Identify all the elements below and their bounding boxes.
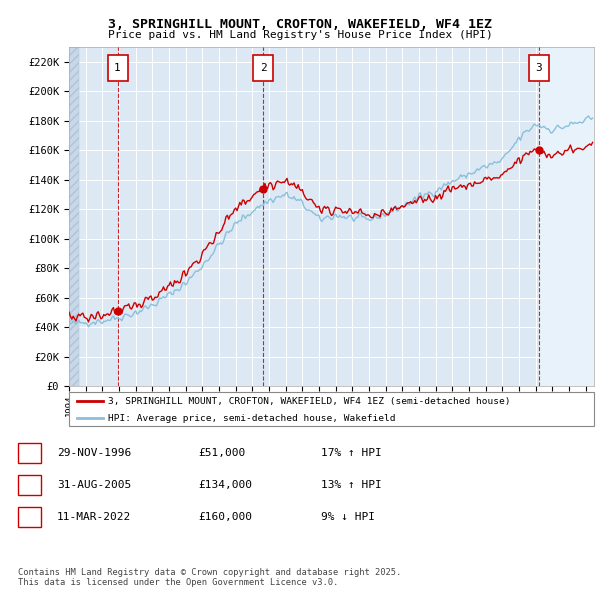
Text: 3: 3 xyxy=(535,63,542,73)
Text: Price paid vs. HM Land Registry's House Price Index (HPI): Price paid vs. HM Land Registry's House … xyxy=(107,30,493,40)
Text: 13% ↑ HPI: 13% ↑ HPI xyxy=(321,480,382,490)
Text: £51,000: £51,000 xyxy=(198,448,245,458)
Text: 29-NOV-1996: 29-NOV-1996 xyxy=(57,448,131,458)
Text: 11-MAR-2022: 11-MAR-2022 xyxy=(57,512,131,522)
Text: £160,000: £160,000 xyxy=(198,512,252,522)
Text: 3, SPRINGHILL MOUNT, CROFTON, WAKEFIELD, WF4 1EZ: 3, SPRINGHILL MOUNT, CROFTON, WAKEFIELD,… xyxy=(108,18,492,31)
Bar xyxy=(529,55,549,81)
Text: HPI: Average price, semi-detached house, Wakefield: HPI: Average price, semi-detached house,… xyxy=(109,414,396,423)
Text: 1: 1 xyxy=(114,63,121,73)
Text: 31-AUG-2005: 31-AUG-2005 xyxy=(57,480,131,490)
Text: 3: 3 xyxy=(26,512,33,522)
Text: 2: 2 xyxy=(260,63,267,73)
Text: Contains HM Land Registry data © Crown copyright and database right 2025.
This d: Contains HM Land Registry data © Crown c… xyxy=(18,568,401,587)
Text: 9% ↓ HPI: 9% ↓ HPI xyxy=(321,512,375,522)
Text: 3, SPRINGHILL MOUNT, CROFTON, WAKEFIELD, WF4 1EZ (semi-detached house): 3, SPRINGHILL MOUNT, CROFTON, WAKEFIELD,… xyxy=(109,397,511,406)
Bar xyxy=(539,47,594,386)
Bar xyxy=(253,55,274,81)
Text: 2: 2 xyxy=(26,480,33,490)
Text: 17% ↑ HPI: 17% ↑ HPI xyxy=(321,448,382,458)
Bar xyxy=(107,55,128,81)
Text: 1: 1 xyxy=(26,448,33,458)
Text: £134,000: £134,000 xyxy=(198,480,252,490)
